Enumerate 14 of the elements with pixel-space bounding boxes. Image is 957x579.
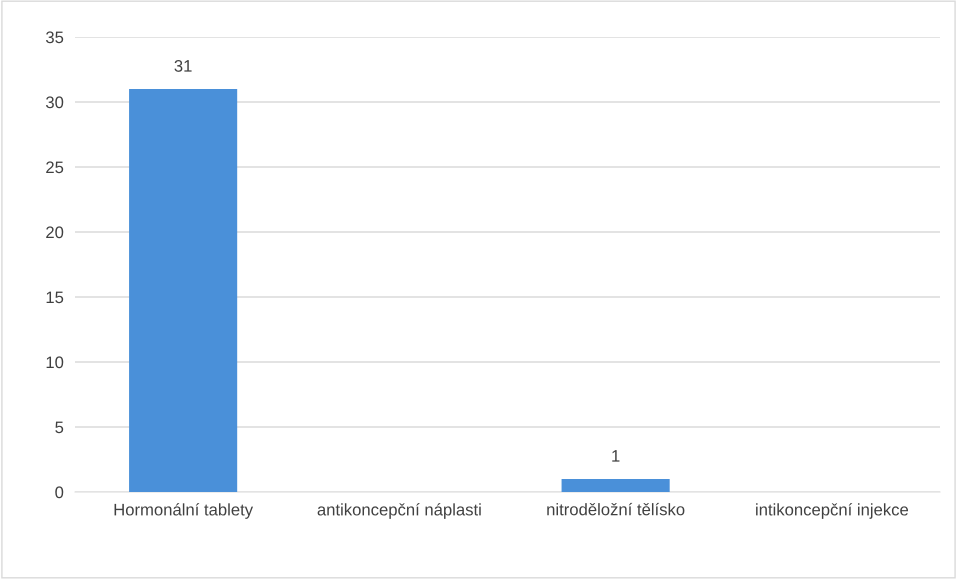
y-tick-label: 35 [46,31,64,44]
data-label: 31 [174,60,192,72]
x-tick-label: intikoncepční injekce [756,503,908,519]
y-tick-label: 20 [46,226,64,238]
y-tick-label: 0 [55,486,64,498]
data-label: 1 [612,450,620,462]
y-tick-label: 30 [46,96,64,108]
y-tick-label: 15 [46,292,64,304]
y-tick-label: 5 [55,422,64,434]
y-tick-label: 25 [46,161,64,174]
x-tick-label: Hormonální tablety [114,503,254,519]
x-tick-label: antikoncepční náplasti [318,503,481,519]
y-tick-label: 10 [46,356,64,368]
x-tick-label: nitroděložní tělísko [547,502,684,516]
